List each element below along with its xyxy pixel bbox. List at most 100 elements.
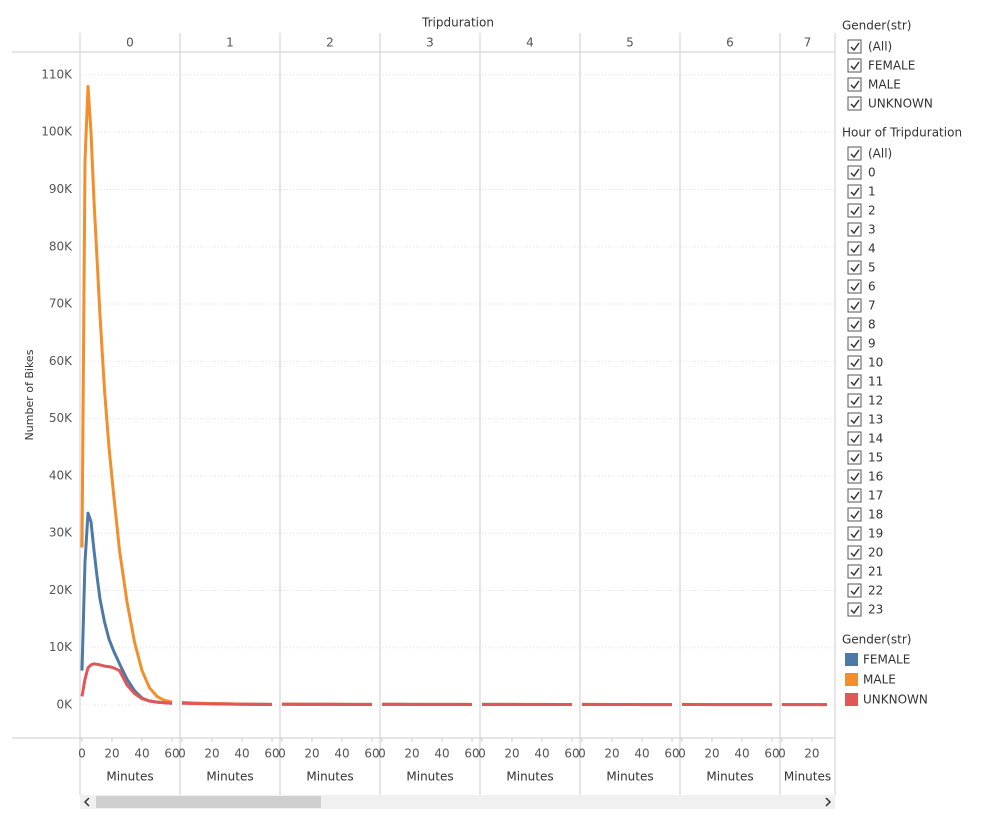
- x-tick-label: 0: [578, 747, 586, 761]
- scrollbar-thumb[interactable]: [96, 796, 321, 808]
- checkbox[interactable]: [847, 241, 862, 256]
- checkbox[interactable]: [847, 412, 862, 427]
- filter-option[interactable]: 22: [868, 584, 883, 598]
- filter-option[interactable]: 19: [868, 527, 883, 541]
- checkmark: [850, 282, 860, 292]
- filter-option[interactable]: 14: [868, 432, 883, 446]
- filter-option[interactable]: 5: [868, 261, 876, 275]
- x-tick-label: 0: [478, 747, 486, 761]
- checkmark: [850, 339, 860, 349]
- checkmark: [850, 415, 860, 425]
- checkbox[interactable]: [847, 602, 862, 617]
- x-tick-label: 60: [464, 747, 479, 761]
- checkbox[interactable]: [847, 77, 862, 92]
- x-tick-label: 40: [634, 747, 649, 761]
- checkbox[interactable]: [847, 279, 862, 294]
- filter-option[interactable]: 6: [868, 280, 876, 294]
- filter-option[interactable]: 1: [868, 185, 876, 199]
- checkbox[interactable]: [847, 165, 862, 180]
- x-tick-label: 20: [504, 747, 519, 761]
- filter-option[interactable]: 16: [868, 470, 883, 484]
- checkbox[interactable]: [847, 469, 862, 484]
- checkbox[interactable]: [847, 58, 862, 73]
- y-tick-label: 50K: [49, 411, 73, 425]
- filter-title: Hour of Tripduration: [842, 126, 962, 140]
- checkbox[interactable]: [847, 488, 862, 503]
- checkbox[interactable]: [847, 222, 862, 237]
- x-tick-label: 60: [564, 747, 579, 761]
- legend-label: MALE: [863, 673, 896, 687]
- checkmark: [850, 149, 860, 159]
- checkbox[interactable]: [847, 583, 862, 598]
- x-axis-title: Minutes: [606, 770, 653, 784]
- y-tick-label: 90K: [49, 182, 73, 196]
- checkbox[interactable]: [847, 203, 862, 218]
- filter-option[interactable]: 9: [868, 337, 876, 351]
- checkbox[interactable]: [847, 450, 862, 465]
- panel-label: 4: [526, 36, 534, 50]
- filter-option[interactable]: 15: [868, 451, 883, 465]
- checkbox[interactable]: [847, 39, 862, 54]
- legend-label: UNKNOWN: [863, 693, 928, 707]
- filter-option[interactable]: 0: [868, 166, 876, 180]
- x-axis-title: Minutes: [506, 770, 553, 784]
- filter-option[interactable]: 20: [868, 546, 883, 560]
- x-tick-label: 40: [734, 747, 749, 761]
- checkmark: [850, 263, 860, 273]
- x-tick-label: 20: [704, 747, 719, 761]
- filter-option[interactable]: 2: [868, 204, 876, 218]
- checkbox[interactable]: [847, 507, 862, 522]
- filter-option[interactable]: 11: [868, 375, 883, 389]
- checkbox[interactable]: [847, 146, 862, 161]
- scroll-right[interactable]: [825, 797, 832, 807]
- line: [80, 662, 173, 705]
- checkbox[interactable]: [847, 526, 862, 541]
- scroll-left[interactable]: [83, 797, 90, 807]
- checkbox[interactable]: [847, 431, 862, 446]
- filter-option[interactable]: 4: [868, 242, 876, 256]
- x-tick-label: 0: [178, 747, 186, 761]
- filter-option[interactable]: 7: [868, 299, 876, 313]
- checkbox[interactable]: [847, 184, 862, 199]
- checkmark: [850, 529, 860, 539]
- filter-option[interactable]: (All): [868, 40, 892, 54]
- checkbox[interactable]: [847, 564, 862, 579]
- x-tick-label: 40: [134, 747, 149, 761]
- x-tick-label: 0: [778, 747, 786, 761]
- filter-option[interactable]: MALE: [868, 78, 901, 92]
- filter-option[interactable]: 10: [868, 356, 883, 370]
- checkbox[interactable]: [847, 336, 862, 351]
- checkmark: [850, 168, 860, 178]
- filter-option[interactable]: 13: [868, 413, 883, 427]
- checkmark: [850, 491, 860, 501]
- filter-option[interactable]: 3: [868, 223, 876, 237]
- checkbox[interactable]: [847, 317, 862, 332]
- checkbox[interactable]: [847, 545, 862, 560]
- x-tick-label: 60: [764, 747, 779, 761]
- filter-option[interactable]: UNKNOWN: [868, 97, 933, 111]
- filter-option[interactable]: 18: [868, 508, 883, 522]
- filter-option[interactable]: 8: [868, 318, 876, 332]
- checkbox[interactable]: [847, 298, 862, 313]
- y-tick-label: 60K: [49, 354, 73, 368]
- x-tick-label: 60: [364, 747, 379, 761]
- legend-swatch: [845, 673, 858, 686]
- filter-option[interactable]: 17: [868, 489, 883, 503]
- filter-option[interactable]: 21: [868, 565, 883, 579]
- x-tick-label: 20: [804, 747, 819, 761]
- checkbox[interactable]: [847, 96, 862, 111]
- checkmark: [850, 187, 860, 197]
- column-header: Tripduration: [421, 16, 494, 30]
- checkbox[interactable]: [847, 393, 862, 408]
- checkbox[interactable]: [847, 260, 862, 275]
- checkmark: [850, 510, 860, 520]
- filter-option[interactable]: 23: [868, 603, 883, 617]
- checkbox[interactable]: [847, 374, 862, 389]
- filter-option[interactable]: FEMALE: [868, 59, 915, 73]
- checkmark: [850, 586, 860, 596]
- filter-option[interactable]: 12: [868, 394, 883, 408]
- x-tick-label: 20: [604, 747, 619, 761]
- filter-option[interactable]: (All): [868, 147, 892, 161]
- checkbox[interactable]: [847, 355, 862, 370]
- x-tick-label: 40: [434, 747, 449, 761]
